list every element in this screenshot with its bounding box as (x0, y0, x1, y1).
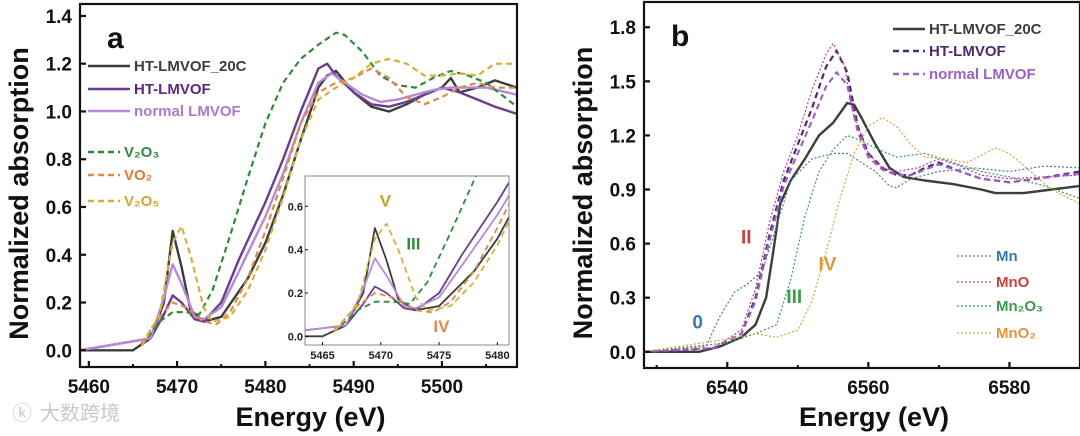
panel-a-y-tick-label: 0.6 (46, 198, 72, 219)
inset-axes-frame (304, 175, 510, 346)
panel-b-x-tick-label: 6560 (847, 378, 889, 399)
panel-b-x-tick-label: 6580 (988, 378, 1030, 399)
panel-b-annotation-label: III (786, 287, 802, 308)
inset-series-line-normal-lmvof (305, 193, 509, 332)
panel-a-y-axis-label: Normalized absorption (4, 47, 34, 340)
panel-b-legend-item: HT-LMVOF_20C (893, 21, 1042, 38)
panel-a-x-tick-label: 5500 (421, 377, 463, 398)
panel-a-legend-label: VO₂ (124, 167, 152, 184)
panel-b: 6540 6560 6580 0.0 0.3 0.6 0.9 1.2 1.5 1.8 b Energy… (568, 0, 1080, 432)
inset-curves (305, 176, 509, 338)
inset-y-tick-label: 0.2 (288, 288, 303, 300)
inset-plot: 5465 5470 5475 5480 0.0 0.2 0.4 0.6 V III IV (288, 175, 510, 362)
inset-y-tick-label: 0.6 (288, 201, 303, 213)
panel-a-x-tick-label: 5460 (68, 377, 110, 398)
panel-b-legend-label: MnO (996, 274, 1030, 291)
panel-b-y-tick-label: 0.6 (610, 235, 636, 256)
panel-b-legend-item: Mn₂O₃ (957, 298, 1043, 315)
panel-a-y-tick-label: 0.8 (46, 150, 72, 171)
panel-a-y-tick-label: 1.2 (46, 55, 72, 76)
panel-a-legend-item: HT-LMVOF (88, 81, 211, 98)
panel-b-panel-label: b (671, 20, 689, 53)
panel-b-curves (644, 42, 1080, 353)
inset-series-line-vo- (333, 202, 509, 331)
panel-b-legend-item: Mn (957, 248, 1018, 265)
panel-b-legend-label: MnO₂ (996, 325, 1036, 342)
panel-a-y-tick-label: 0.0 (46, 341, 72, 362)
panel-b-series-line-mn (644, 152, 1080, 353)
panel-a-series-line-v-o- (140, 31, 517, 347)
panel-b-x-tick-label: 6540 (706, 378, 748, 399)
panel-a-panel-label: a (107, 22, 124, 55)
panel-a-curves (80, 31, 517, 352)
panel-b-series-line-mn-o- (644, 134, 1080, 353)
inset-series-line-ht-lmvof (305, 180, 509, 332)
panel-b-annotation-label: II (741, 228, 752, 249)
panel-b-axes-frame (642, 0, 1080, 370)
inset-x-tick-label: 5475 (427, 350, 451, 362)
inset-x-tick-label: 5480 (485, 350, 509, 362)
panel-b-y-tick-label: 1.8 (610, 18, 636, 39)
panel-a-series-line-ht-lmvof-20c (80, 69, 517, 352)
panel-a-legend-label: HT-LMVOF (134, 81, 211, 98)
panel-b-legend-label: HT-LMVOF_20C (929, 21, 1042, 38)
panel-a-legend-item: HT-LMVOF_20C (88, 58, 247, 75)
panel-a-y-tick-label: 1.4 (46, 7, 73, 28)
inset-background (305, 176, 509, 345)
panel-a-x-axis-label: Energy (eV) (235, 402, 385, 432)
panel-a: 5460 5470 5480 5490 5500 0.0 0.2 0.4 0.6 0.8 1.0 1.… (4, 2, 519, 432)
panel-a-legend-label: V₂O₅ (124, 193, 159, 210)
panel-b-x-axis-label: Energy (eV) (799, 402, 949, 432)
panel-b-y-tick-label: 0.9 (610, 181, 636, 202)
panel-b-legend-item: MnO (957, 274, 1030, 291)
inset-annotation-label: III (406, 235, 420, 254)
panel-a-x-tick-label: 5480 (244, 377, 286, 398)
panel-b-series-line-ht-lmvof-20c (644, 101, 1080, 353)
panel-b-y-axis-label: Normalized absorption (568, 47, 598, 340)
panel-a-legend-label: V₂O₃ (124, 144, 159, 161)
inset-y-tick-label: 0.0 (288, 331, 303, 343)
panel-b-annotation-label: 0 (692, 312, 703, 333)
panel-b-y-tick-label: 1.2 (610, 126, 636, 147)
inset-annotation-label: IV (433, 317, 450, 336)
panel-a-legend-label: HT-LMVOF_20C (134, 58, 247, 75)
inset-annotation-label: V (380, 191, 392, 210)
inset-x-tick-label: 5470 (369, 350, 393, 362)
panel-a-x-tick-label: 5490 (333, 377, 375, 398)
panel-a-series-line-normal-lmvof (80, 72, 517, 352)
panel-a-x-tick-label: 5470 (156, 377, 198, 398)
panel-a-legend-item: V₂O₃ (88, 144, 159, 161)
panel-a-y-tick-label: 0.4 (46, 246, 73, 267)
panel-b-legend-item: HT-LMVOF (893, 43, 1006, 60)
panel-b-legend-label: Mn₂O₃ (996, 298, 1043, 315)
panel-a-axes-frame (78, 2, 519, 369)
panel-b-y-tick-label: 0.0 (610, 343, 636, 364)
panel-b-series-line-mno- (644, 116, 1080, 353)
panel-b-y-tick-label: 1.5 (610, 72, 637, 93)
panel-b-series-line-mno (644, 42, 1080, 353)
panel-a-series-line-vo- (140, 67, 517, 344)
panel-a-series-line-v-o- (140, 57, 517, 347)
panel-b-legend-label: HT-LMVOF (929, 43, 1006, 60)
panel-a-legend-item: normal LMVOF (88, 103, 241, 120)
panel-a-legend-label: normal LMVOF (134, 103, 241, 120)
panel-b-legend-item: normal LMVOF (893, 66, 1036, 83)
panel-b-legend-label: normal LMVOF (929, 66, 1036, 83)
panel-a-legend-item: V₂O₅ (88, 193, 159, 210)
inset-y-tick-label: 0.4 (288, 245, 304, 257)
watermark-logo: ⓚ (12, 402, 32, 425)
inset-series-line-v-o- (333, 176, 478, 333)
inset-series-line-ht-lmvof-20c (305, 215, 509, 338)
panel-b-legend-label: Mn (996, 248, 1018, 265)
panel-b-y-tick-label: 0.3 (610, 289, 636, 310)
panel-a-y-tick-label: 0.2 (46, 294, 72, 315)
panel-a-legend-item: VO₂ (88, 167, 152, 184)
panel-b-series-line-normal-lmvof (644, 71, 1080, 353)
panel-a-y-tick-label: 1.0 (46, 102, 72, 123)
inset-x-tick-label: 5465 (310, 350, 334, 362)
panel-b-annotation-label: IV (818, 255, 836, 276)
panel-b-legend-item: MnO₂ (957, 325, 1036, 342)
watermark-text: 大数跨境 (40, 402, 120, 425)
